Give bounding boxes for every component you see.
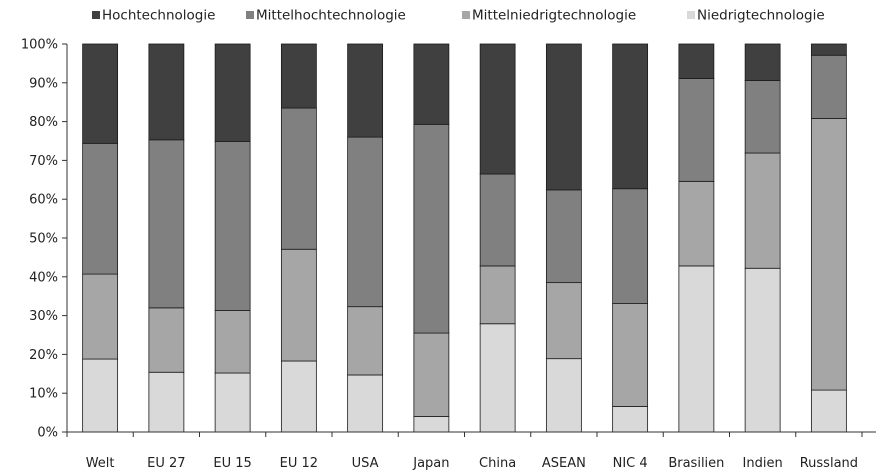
legend-label: Mittelniedrigtechnologie xyxy=(472,8,636,24)
y-tick-label: 60% xyxy=(29,193,58,208)
y-tick-label: 20% xyxy=(29,348,58,363)
bar-segment-mittelhochtechnologie xyxy=(810,54,847,119)
bar-segment-niedrigtechnologie xyxy=(479,323,516,433)
x-tick-label: EU 27 xyxy=(147,456,185,471)
y-axis: 0% 10% 20% 30% 40% 50% 60% 70% 80% 90% 100% xyxy=(21,38,68,441)
bar-segment-mittelniedrigtechnologie xyxy=(612,303,649,407)
bar-segment-mittelniedrigtechnologie xyxy=(347,306,384,376)
y-tick-label: 100% xyxy=(21,38,58,53)
bar-segment-niedrigtechnologie xyxy=(148,371,185,433)
bar-segment-mittelhochtechnologie xyxy=(612,188,649,304)
bar-segment-niedrigtechnologie xyxy=(678,265,715,433)
y-tick-label: 50% xyxy=(29,232,58,247)
y-tick-label: 40% xyxy=(29,270,58,285)
legend-swatch xyxy=(246,11,254,19)
bar-segment-mittelhochtechnologie xyxy=(214,140,251,311)
x-tick-label: EU 15 xyxy=(213,456,251,471)
bar-segment-mittelniedrigtechnologie xyxy=(479,265,516,325)
legend-swatch xyxy=(687,11,695,19)
legend-label: Mittelhochtechnologie xyxy=(256,8,406,24)
legend: Hochtechnologie Mittelhochtechnologie Mitt… xyxy=(92,8,825,24)
bar-segment-hochtechnologie xyxy=(612,43,649,190)
bar-segment-mittelhochtechnologie xyxy=(347,136,384,308)
bar-segment-mittelniedrigtechnologie xyxy=(678,180,715,267)
x-tick-label: Brasilien xyxy=(668,456,724,471)
bar-segment-niedrigtechnologie xyxy=(347,374,384,433)
x-tick-label: Japan xyxy=(412,456,449,471)
bar-segment-hochtechnologie xyxy=(148,43,185,141)
bar-segment-hochtechnologie xyxy=(744,43,781,81)
bar-segment-hochtechnologie xyxy=(678,43,715,79)
legend-label: Hochtechnologie xyxy=(102,8,215,24)
bar-segment-mittelniedrigtechnologie xyxy=(810,118,847,391)
bar-segment-hochtechnologie xyxy=(214,43,251,142)
bar-segment-mittelniedrigtechnologie xyxy=(545,282,582,360)
bar-segment-niedrigtechnologie xyxy=(744,267,781,433)
x-axis: Welt EU 27 EU 15 EU 12 USA Japan China ASEAN NIC… xyxy=(66,431,876,471)
legend-swatch xyxy=(92,11,100,19)
bar-segment-mittelniedrigtechnologie xyxy=(214,310,251,374)
y-tick-label: 0% xyxy=(37,426,58,441)
bar-segment-hochtechnologie xyxy=(280,43,317,109)
bar-segment-niedrigtechnologie xyxy=(413,416,450,433)
bar-segment-mittelhochtechnologie xyxy=(545,189,582,284)
x-tick-label: ASEAN xyxy=(542,456,586,471)
bar-segment-hochtechnologie xyxy=(545,43,582,191)
bar-segment-mittelniedrigtechnologie xyxy=(744,152,781,269)
bar-segment-niedrigtechnologie xyxy=(612,405,649,433)
y-tick-label: 70% xyxy=(29,154,58,169)
bar-segment-mittelniedrigtechnologie xyxy=(280,248,317,362)
bar-segment-mittelhochtechnologie xyxy=(82,142,119,275)
x-tick-label: USA xyxy=(352,456,379,471)
x-tick-label: Welt xyxy=(86,456,115,471)
bar-segment-mittelniedrigtechnologie xyxy=(413,332,450,417)
x-tick-label: China xyxy=(479,456,516,471)
y-tick-label: 30% xyxy=(29,309,58,324)
bar-segment-niedrigtechnologie xyxy=(545,358,582,433)
y-tick-label: 90% xyxy=(29,76,58,91)
bar-segment-niedrigtechnologie xyxy=(82,358,119,433)
bar-segment-mittelhochtechnologie xyxy=(148,139,185,309)
bar-segment-mittelhochtechnologie xyxy=(413,123,450,334)
bar-segment-hochtechnologie xyxy=(413,43,450,125)
bar-segment-mittelniedrigtechnologie xyxy=(82,273,119,360)
bar-segment-mittelniedrigtechnologie xyxy=(148,307,185,373)
bar-segment-niedrigtechnologie xyxy=(214,372,251,433)
bar-segment-hochtechnologie xyxy=(479,43,516,175)
bar-segment-mittelhochtechnologie xyxy=(479,173,516,267)
x-tick-label: Indien xyxy=(743,456,783,471)
y-tick-label: 10% xyxy=(29,387,58,402)
bar-segment-niedrigtechnologie xyxy=(810,389,847,433)
x-tick-label: EU 12 xyxy=(280,456,318,471)
x-tick-label: NIC 4 xyxy=(613,456,648,471)
bar-segment-hochtechnologie xyxy=(347,43,384,138)
x-tick-label: Russland xyxy=(800,456,858,471)
bar-segment-hochtechnologie xyxy=(810,43,847,56)
bar-segment-niedrigtechnologie xyxy=(280,360,317,433)
bars xyxy=(82,43,847,433)
y-tick-label: 80% xyxy=(29,115,58,130)
legend-swatch xyxy=(462,11,470,19)
legend-label: Niedrigtechnologie xyxy=(697,8,825,24)
bar-segment-mittelhochtechnologie xyxy=(678,78,715,182)
bar-segment-mittelhochtechnologie xyxy=(280,107,317,250)
bar-segment-hochtechnologie xyxy=(82,43,119,144)
bar-segment-mittelhochtechnologie xyxy=(744,80,781,154)
